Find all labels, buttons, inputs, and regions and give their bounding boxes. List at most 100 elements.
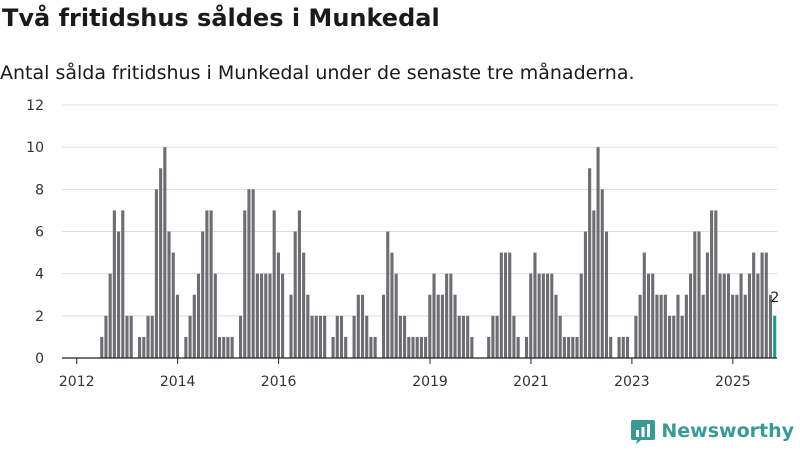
bar: [718, 273, 722, 358]
bar: [205, 210, 209, 358]
bar: [159, 168, 163, 358]
bar: [710, 210, 714, 358]
bar: [146, 315, 150, 358]
bar: [592, 210, 596, 358]
bar: [554, 294, 558, 358]
bar: [697, 231, 701, 358]
bar: [411, 336, 415, 358]
y-tick-label: 10: [26, 140, 44, 156]
bar: [575, 336, 579, 358]
bar: [369, 336, 373, 358]
bar: [196, 273, 201, 358]
bar: [302, 252, 306, 358]
bar: [104, 315, 108, 358]
bar: [701, 294, 705, 358]
bar: [268, 273, 272, 358]
y-tick-label: 8: [35, 182, 44, 198]
bar: [756, 273, 760, 358]
bar: [512, 315, 516, 358]
bar: [667, 315, 672, 358]
bar: [735, 294, 739, 358]
newsworthy-logo-text: Newsworthy: [661, 420, 794, 442]
bar: [415, 336, 419, 358]
bar-highlight: [773, 315, 777, 358]
newsworthy-logo: Newsworthy: [631, 418, 794, 444]
bar: [407, 336, 411, 358]
bar: [255, 273, 259, 358]
bar: [297, 210, 301, 358]
bar: [693, 231, 697, 358]
bar: [453, 294, 457, 358]
bar: [537, 273, 541, 358]
bar: [659, 294, 663, 358]
bar: [293, 231, 297, 358]
bar: [381, 294, 386, 358]
bar: [466, 315, 470, 358]
bar: [436, 294, 440, 358]
bar: [432, 273, 436, 358]
bar: [617, 336, 621, 358]
bar: [571, 336, 575, 358]
bar: [516, 336, 520, 358]
bar: [281, 273, 285, 358]
bar: [558, 315, 562, 358]
bar: [524, 336, 529, 358]
bar: [655, 294, 659, 358]
bar: [676, 294, 680, 358]
bar: [272, 210, 276, 358]
bar: [550, 273, 554, 358]
bar: [360, 294, 365, 358]
bar: [752, 252, 756, 358]
bar: [596, 147, 600, 358]
bar: [424, 336, 428, 358]
x-tick-label: 2016: [261, 374, 297, 390]
bar: [138, 336, 142, 358]
bar: [260, 273, 264, 358]
bar: [373, 336, 377, 358]
bar: [276, 252, 280, 358]
y-tick-label: 6: [35, 225, 44, 241]
bar: [739, 273, 743, 358]
bar: [714, 210, 718, 358]
bar: [264, 273, 268, 358]
bar: [310, 315, 314, 358]
bar: [646, 273, 651, 358]
bar: [192, 294, 196, 358]
bar: [386, 231, 390, 358]
bar: [495, 315, 499, 358]
chart-title: Två fritidshus såldes i Munkedal: [2, 4, 440, 32]
bar: [398, 315, 402, 358]
bar: [600, 189, 604, 358]
bar: [638, 294, 642, 358]
bar: [487, 336, 491, 358]
bar: [394, 273, 398, 358]
bar: [503, 252, 508, 358]
bar: [529, 273, 533, 358]
bar: [768, 294, 773, 358]
bar: [184, 336, 188, 358]
bar: [684, 294, 688, 358]
bar: [167, 231, 171, 358]
x-tick-label: 2021: [513, 374, 549, 390]
bar: [150, 315, 154, 358]
chart-subtitle: Antal sålda fritidshus i Munkedal under …: [0, 62, 635, 84]
y-tick-label: 0: [35, 351, 44, 367]
bar: [403, 315, 407, 358]
bar: [217, 336, 222, 358]
bar: [226, 336, 230, 358]
bar: [680, 315, 684, 358]
bar: [344, 336, 348, 358]
bar: [335, 315, 339, 358]
bar: [445, 273, 449, 358]
bar: [562, 336, 566, 358]
bar: [440, 294, 444, 358]
bar: [672, 315, 676, 358]
bar: [125, 315, 129, 358]
bar: [663, 294, 667, 358]
bar: [117, 231, 121, 358]
bar: [428, 294, 432, 358]
bar: [163, 147, 167, 358]
bar: [209, 210, 213, 358]
bar: [722, 273, 726, 358]
